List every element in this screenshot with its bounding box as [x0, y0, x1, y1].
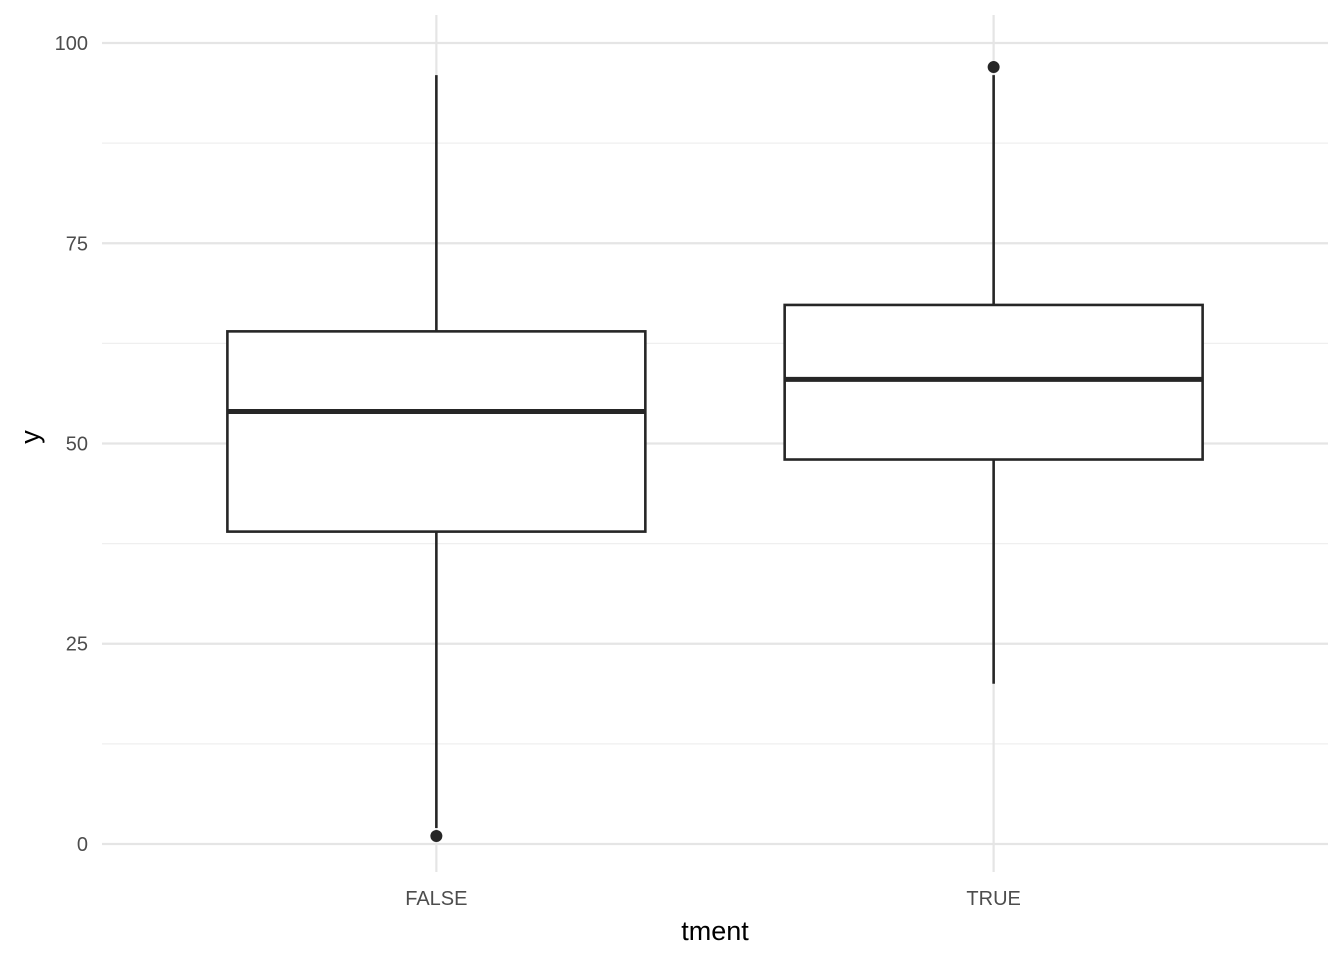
y-tick-label: 25: [66, 634, 88, 656]
y-tick-label: 100: [55, 33, 88, 55]
box-true: [783, 61, 1204, 684]
y-axis-title: y: [15, 430, 45, 444]
y-axis-ticks: 0 25 50 75 100: [55, 33, 88, 856]
x-tick-label: TRUE: [966, 888, 1020, 910]
interquartile-box: [226, 330, 647, 533]
y-tick-label: 0: [77, 834, 88, 856]
y-tick-label: 75: [66, 233, 88, 255]
box-false: [226, 75, 647, 842]
y-tick-label: 50: [66, 434, 88, 456]
x-tick-label: FALSE: [405, 888, 467, 910]
x-axis-title: tment: [681, 916, 749, 946]
interquartile-box: [783, 303, 1204, 461]
outlier-point: [430, 829, 443, 842]
boxplots: [226, 61, 1204, 842]
outlier-point: [987, 61, 1000, 74]
x-axis-ticks: FALSE TRUE: [405, 888, 1021, 910]
